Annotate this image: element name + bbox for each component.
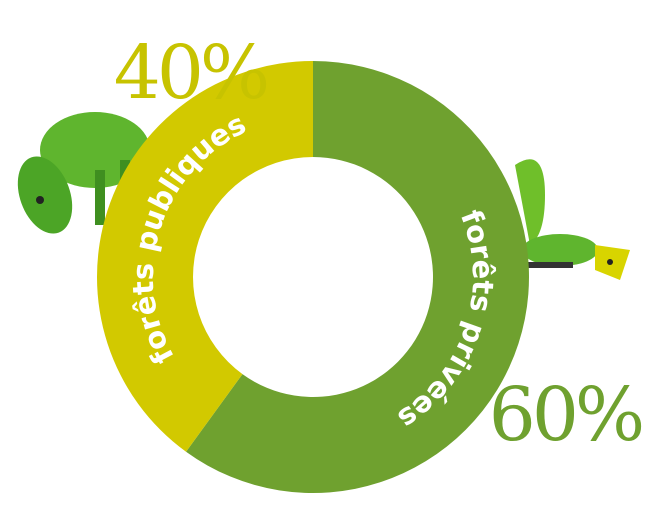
fox-illustration bbox=[515, 159, 630, 280]
value-label: 60% bbox=[489, 372, 642, 458]
value-label: 40% bbox=[114, 30, 267, 116]
donut bbox=[96, 61, 529, 493]
donut-segment bbox=[96, 61, 313, 452]
boar-illustration bbox=[17, 112, 150, 234]
donut-segment bbox=[186, 61, 529, 493]
